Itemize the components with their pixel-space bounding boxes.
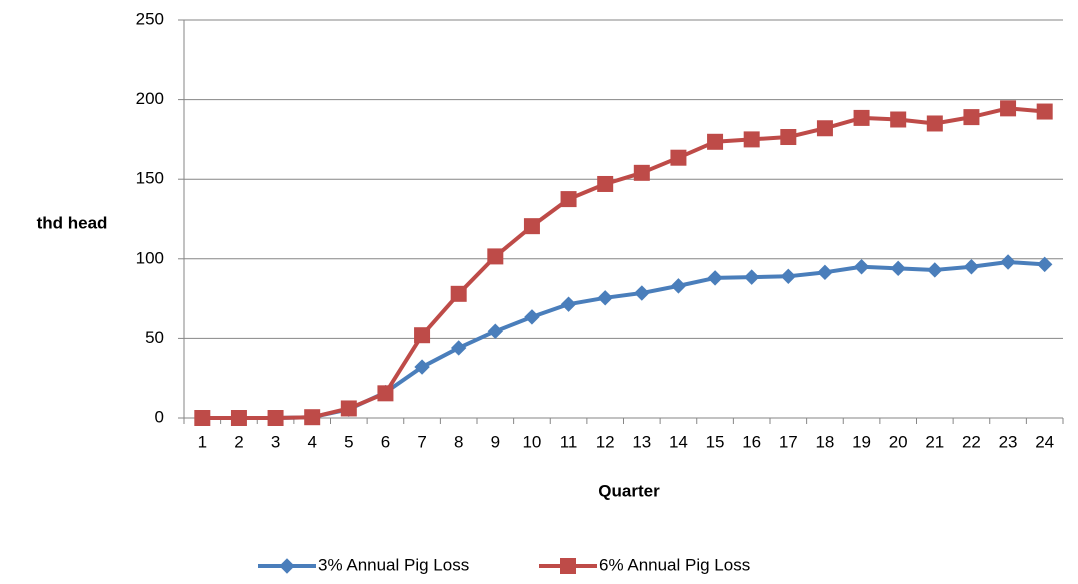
data-point	[670, 278, 687, 294]
data-point	[780, 129, 797, 146]
x-tick-labels: 1 2 3 4 5 6 7 8 9 10 11 12 13 14 15 16 17 18 19 20 21 22 23 24	[198, 432, 1055, 451]
x-axis-title: Quarter	[598, 481, 660, 500]
data-point	[816, 120, 833, 137]
data-point	[414, 327, 431, 344]
data-point	[707, 270, 723, 286]
data-point	[487, 248, 504, 265]
x-tick-label: 12	[596, 432, 615, 451]
x-tick-label: 7	[417, 432, 426, 451]
series-line	[200, 259, 1047, 420]
data-point	[963, 109, 980, 126]
x-tick-label: 20	[889, 432, 908, 451]
data-point	[743, 131, 760, 148]
series-1	[194, 254, 1053, 426]
x-tick-label: 4	[307, 432, 316, 451]
data-point	[560, 296, 577, 312]
series-lines	[194, 100, 1053, 426]
data-point	[890, 111, 907, 128]
data-point	[487, 323, 504, 339]
data-point	[414, 359, 430, 375]
data-point	[560, 191, 577, 208]
data-point	[194, 410, 211, 426]
legend-item-2: 6% Annual Pig Loss	[539, 555, 750, 574]
data-point	[780, 268, 797, 285]
x-tick-label: 14	[669, 432, 688, 451]
x-tick-label: 16	[742, 432, 761, 451]
data-point	[707, 133, 724, 150]
legend-label: 6% Annual Pig Loss	[599, 555, 750, 574]
x-tick-label: 19	[852, 432, 871, 451]
data-point	[597, 290, 613, 306]
legend-label: 3% Annual Pig Loss	[318, 555, 469, 574]
data-point	[1036, 256, 1053, 273]
legend-item-1: 3% Annual Pig Loss	[258, 555, 469, 574]
x-tick-label: 1	[198, 432, 207, 451]
y-axis-title: thd head	[37, 213, 108, 232]
data-point	[523, 218, 540, 235]
data-point	[817, 264, 833, 281]
x-tick-label: 17	[779, 432, 798, 451]
x-tick-label: 15	[706, 432, 725, 451]
data-point	[633, 164, 650, 181]
data-point	[1000, 254, 1016, 270]
x-tick-label: 2	[234, 432, 243, 451]
x-tick-label: 11	[560, 432, 578, 451]
x-tick-label: 5	[344, 432, 353, 451]
data-point	[230, 410, 247, 426]
y-tick-label: 250	[136, 9, 164, 28]
x-tick-label: 18	[815, 432, 834, 451]
data-point	[963, 259, 980, 275]
data-point	[450, 340, 467, 356]
data-point	[890, 260, 906, 277]
y-tick-label: 200	[136, 89, 164, 108]
x-tick-label: 23	[999, 432, 1018, 451]
data-point	[304, 409, 321, 426]
x-tick-label: 3	[271, 432, 280, 451]
y-tick-label: 0	[155, 407, 164, 426]
data-point	[1036, 103, 1053, 120]
data-point	[267, 410, 284, 426]
data-point	[853, 109, 870, 126]
y-tick-label: 50	[145, 328, 164, 347]
axes	[178, 19, 1064, 424]
data-point	[450, 285, 467, 302]
data-point	[377, 385, 394, 402]
data-point	[927, 262, 943, 278]
data-point	[1000, 100, 1017, 117]
x-tick-label: 13	[632, 432, 651, 451]
data-point	[853, 259, 870, 275]
legend-marker	[279, 558, 295, 574]
data-point	[743, 269, 760, 285]
x-tick-label: 8	[454, 432, 463, 451]
x-tick-label: 9	[491, 432, 500, 451]
series-line	[200, 106, 1047, 420]
x-tick-label: 21	[925, 432, 944, 451]
y-tick-label: 100	[136, 248, 164, 267]
x-tick-label: 24	[1035, 432, 1054, 451]
data-point	[524, 309, 540, 325]
x-tick-label: 6	[381, 432, 390, 451]
series-2	[194, 100, 1053, 426]
data-point	[340, 400, 357, 417]
legend: 3% Annual Pig Loss 6% Annual Pig Loss	[258, 555, 750, 574]
x-tick-label: 10	[522, 432, 541, 451]
data-point	[597, 175, 614, 192]
y-tick-labels: 0 50 100 150 200 250	[136, 9, 164, 426]
data-point	[634, 285, 650, 301]
legend-marker	[560, 558, 576, 574]
y-tick-label: 150	[136, 169, 164, 188]
data-point	[670, 149, 687, 166]
data-point	[926, 115, 943, 132]
x-tick-label: 22	[962, 432, 981, 451]
